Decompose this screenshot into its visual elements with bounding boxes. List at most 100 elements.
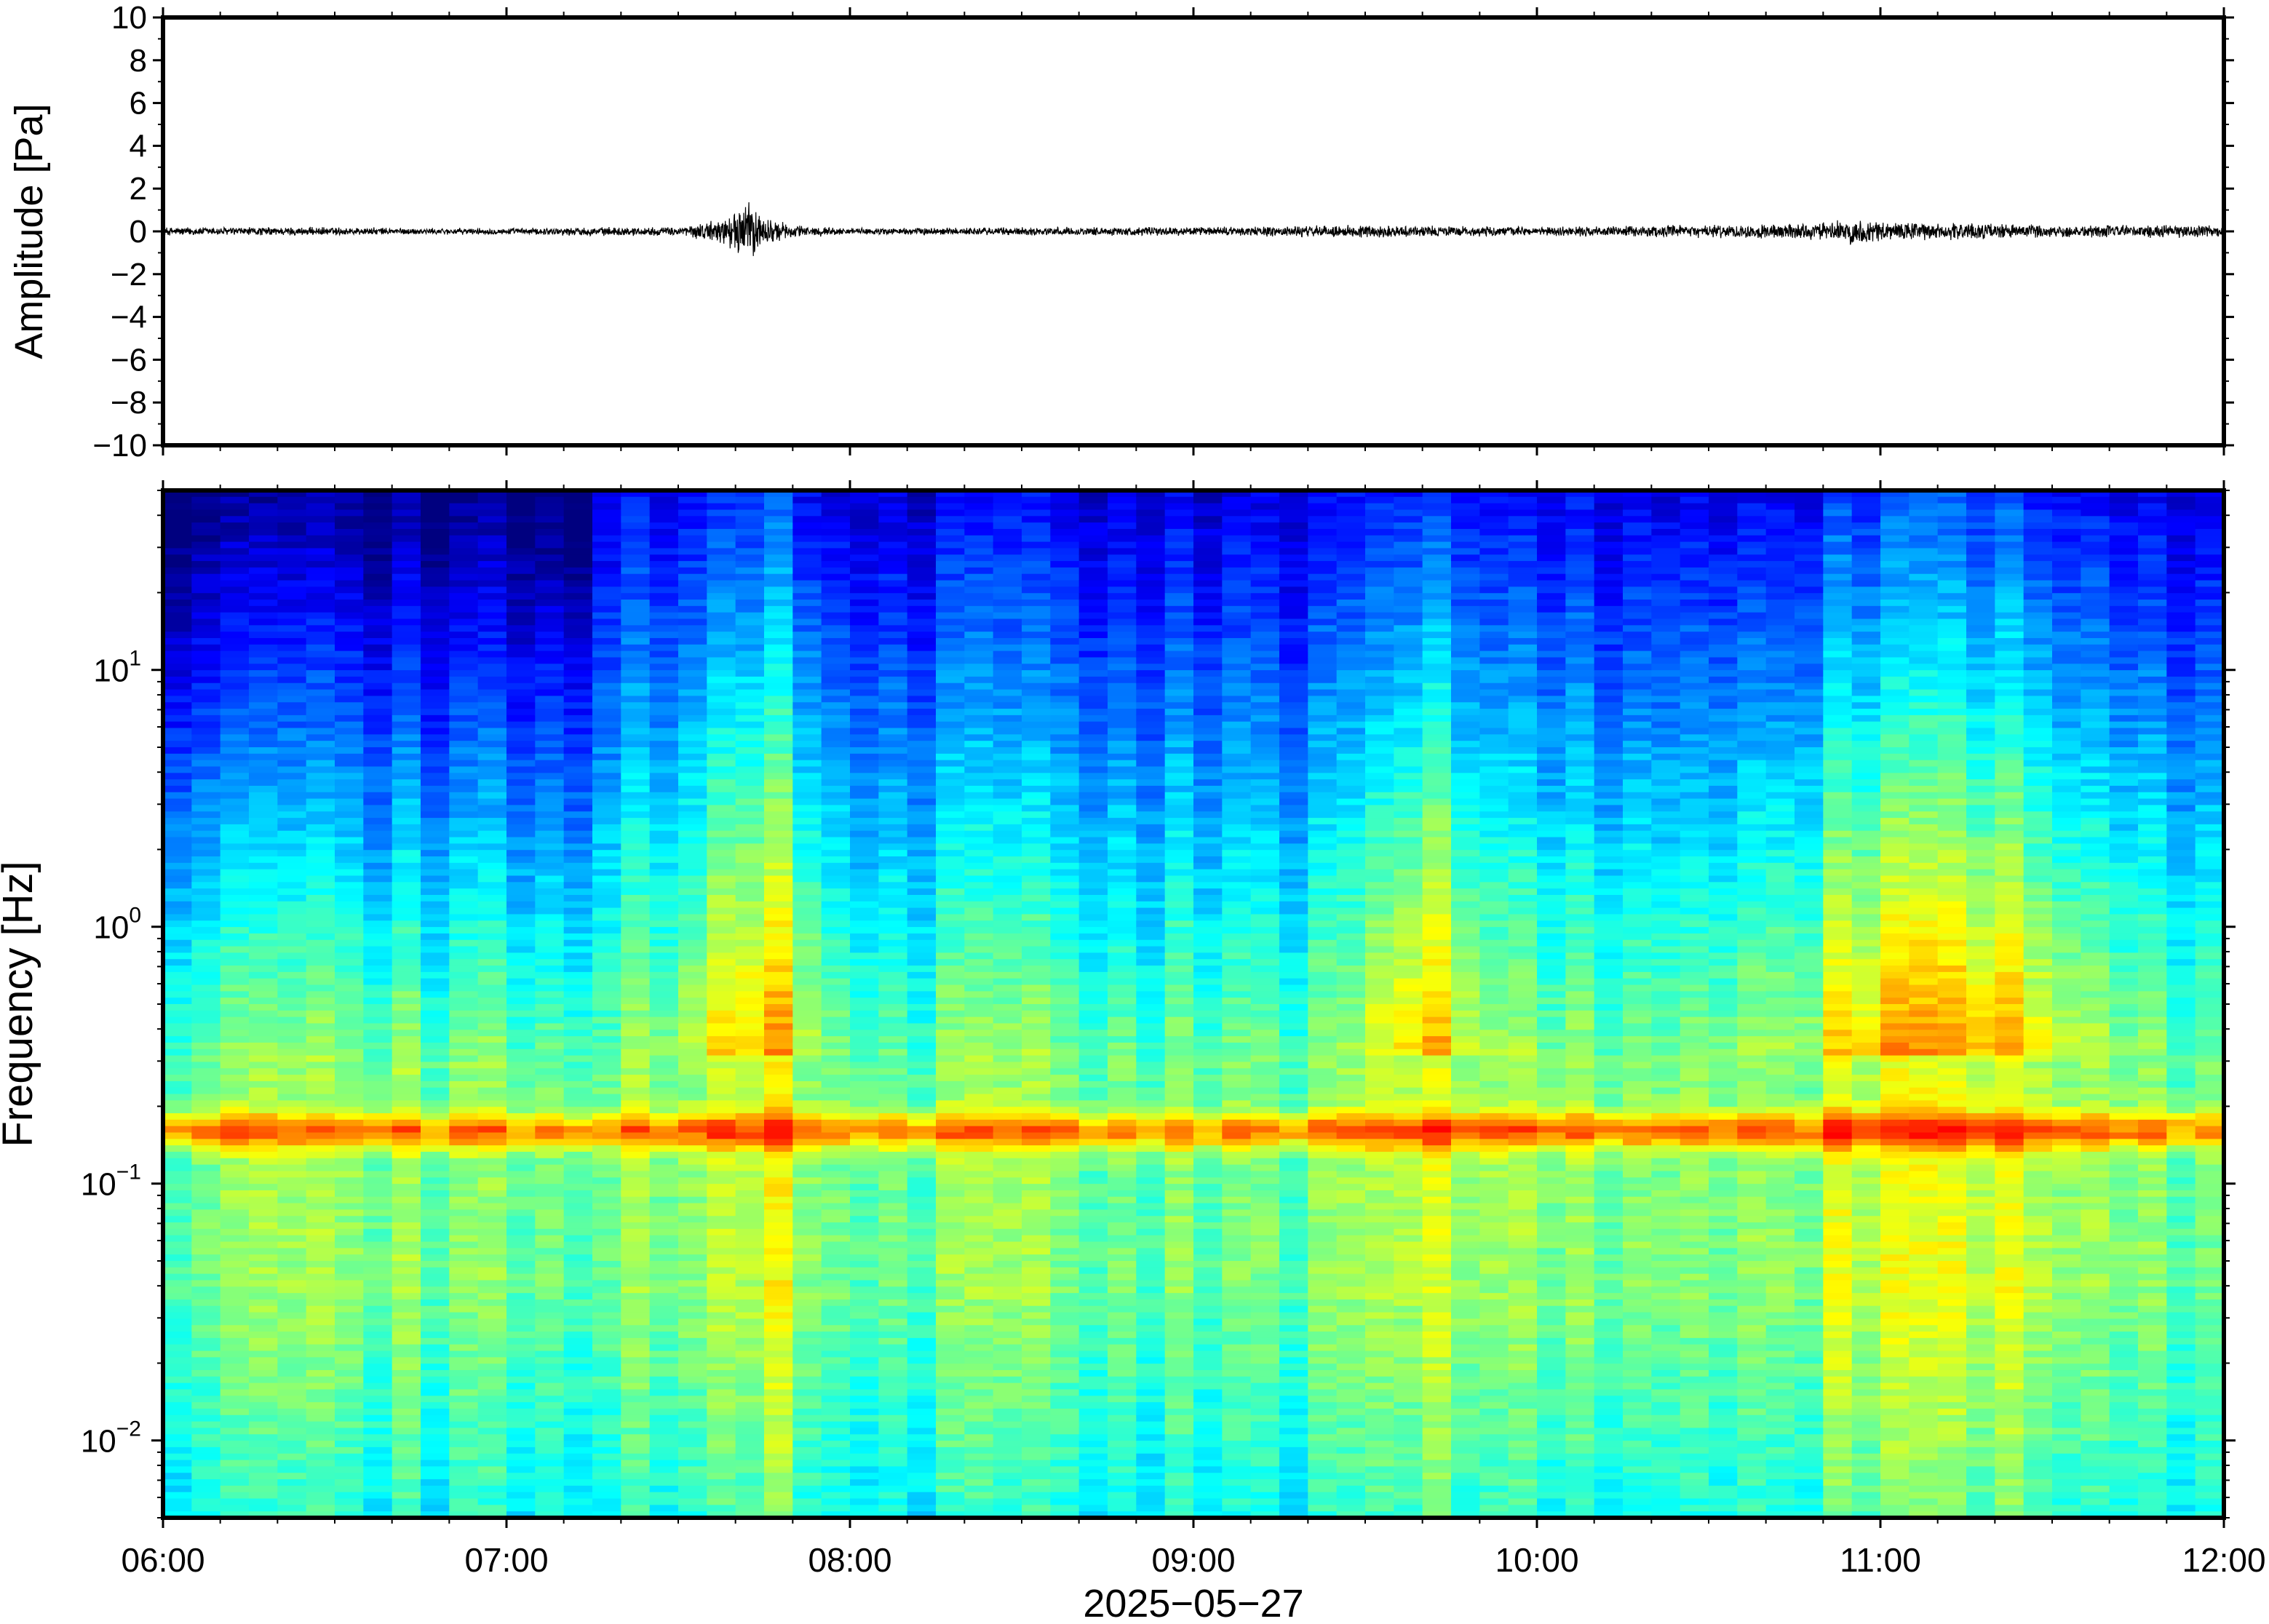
spectrogram-cell [363,1473,393,1480]
spectrogram-cell [220,689,250,697]
spectrogram-cell [764,766,794,774]
spectrogram-cell [621,1460,651,1468]
spectrogram-cell [735,1402,765,1409]
spectrogram-cell [964,1325,994,1332]
spectrogram-cell [421,573,450,581]
spectrogram-cell [191,1241,221,1249]
spectrogram-cell [249,1428,279,1436]
spectrogram-cell [392,1062,421,1070]
spectrogram-cell [563,1062,593,1070]
spectrogram-cell [621,1080,651,1088]
spectrogram-cell [592,516,622,523]
spectrogram-cell [1022,548,1052,556]
spectrogram-cell [392,901,421,909]
spectrogram-cell [878,1241,908,1249]
spectrogram-cell [678,1376,708,1384]
spectrogram-cell [649,927,679,934]
spectrogram-cell [277,785,307,793]
spectrogram-cell [993,605,1022,613]
spectrogram-cell [449,567,479,575]
spectrogram-cell [993,927,1022,934]
spectrogram-cell [535,1075,565,1082]
spectrogram-cell [220,1337,250,1345]
spectrogram-cell [936,1100,966,1108]
spectrogram-cell [678,1113,708,1121]
spectrogram-cell [335,522,365,530]
spectrogram-cell [678,528,708,536]
spectrogram-cell [707,644,736,652]
spectrogram-cell [306,862,335,870]
spectrogram-cell [506,612,536,620]
spectrogram-cell [993,580,1022,588]
spectrogram-cell [821,824,851,832]
spectrogram-cell [506,1139,536,1146]
spectrogram-cell [993,1460,1022,1468]
spectrogram-cell [878,1389,908,1397]
spectrogram-cell [850,753,880,761]
spectrogram-cell [535,1293,565,1300]
spectrogram-cell [792,1337,822,1345]
spectrogram-cell [277,1004,307,1011]
spectrogram-cell [678,632,708,639]
spectrogram-cell [363,933,393,941]
spectrogram-cell [191,882,221,889]
spectrogram-cell [306,741,335,748]
spectrogram-cell [306,1216,335,1223]
spectrogram-cell [649,798,679,806]
spectrogram-cell [191,1119,221,1127]
spectrogram-cell [878,548,908,556]
spectrogram-cell [563,1357,593,1365]
spectrogram-cell [477,696,507,704]
spectrogram-cell [878,824,908,832]
spectrogram-cell [907,1235,937,1243]
spectrogram-cell [850,830,880,838]
spectrogram-cell [421,773,450,780]
spectrogram-cell [506,830,536,838]
spectrogram-cell [363,1357,393,1365]
spectrogram-cell [964,1158,994,1166]
spectrogram-cell [335,734,365,741]
spectrogram-cell [649,682,679,690]
spectrogram-cell [964,1382,994,1390]
spectrogram-cell [993,882,1022,889]
spectrogram-cell [821,580,851,588]
spectrogram-cell [907,1453,937,1461]
spectrogram-cell [707,939,736,947]
spectrogram-cell [878,1441,908,1448]
spectrogram-cell [764,490,794,498]
spectrogram-cell [907,702,937,709]
spectrogram-cell [421,715,450,723]
spectrogram-cell [477,1119,507,1127]
spectrogram-cell [220,1030,250,1037]
spectrogram-cell [621,689,651,697]
spectrogram-cell [421,509,450,517]
spectrogram-cell [735,1055,765,1063]
spectrogram-cell [191,920,221,928]
spectrogram-cell [421,1177,450,1185]
spectrogram-cell [335,1332,365,1339]
spectrogram-cell [163,978,193,986]
spectrogram-cell [535,554,565,562]
spectrogram-cell [163,1396,193,1403]
spectrogram-cell [363,1216,393,1223]
spectrogram-cell [477,496,507,504]
spectrogram-cell [678,1261,708,1268]
spectrogram-cell [821,1036,851,1043]
spectrogram-cell [220,644,250,652]
spectrogram-cell [506,1042,536,1050]
spectrogram-cell [850,939,880,947]
spectrogram-cell [335,1382,365,1390]
spectrogram-cell [964,509,994,517]
spectrogram-cell [592,779,622,787]
spectrogram-cell [907,946,937,954]
spectrogram-cell [277,1428,307,1436]
spectrogram-cell [335,1151,365,1159]
spectrogram-cell [421,664,450,671]
spectrogram-cell [621,1389,651,1397]
spectrogram-cell [421,779,450,787]
spectrogram-cell [764,696,794,704]
spectrogram-cell [878,1080,908,1088]
spectrogram-cell [993,766,1022,774]
spectrogram-cell [735,1080,765,1088]
spectrogram-cell [878,978,908,986]
